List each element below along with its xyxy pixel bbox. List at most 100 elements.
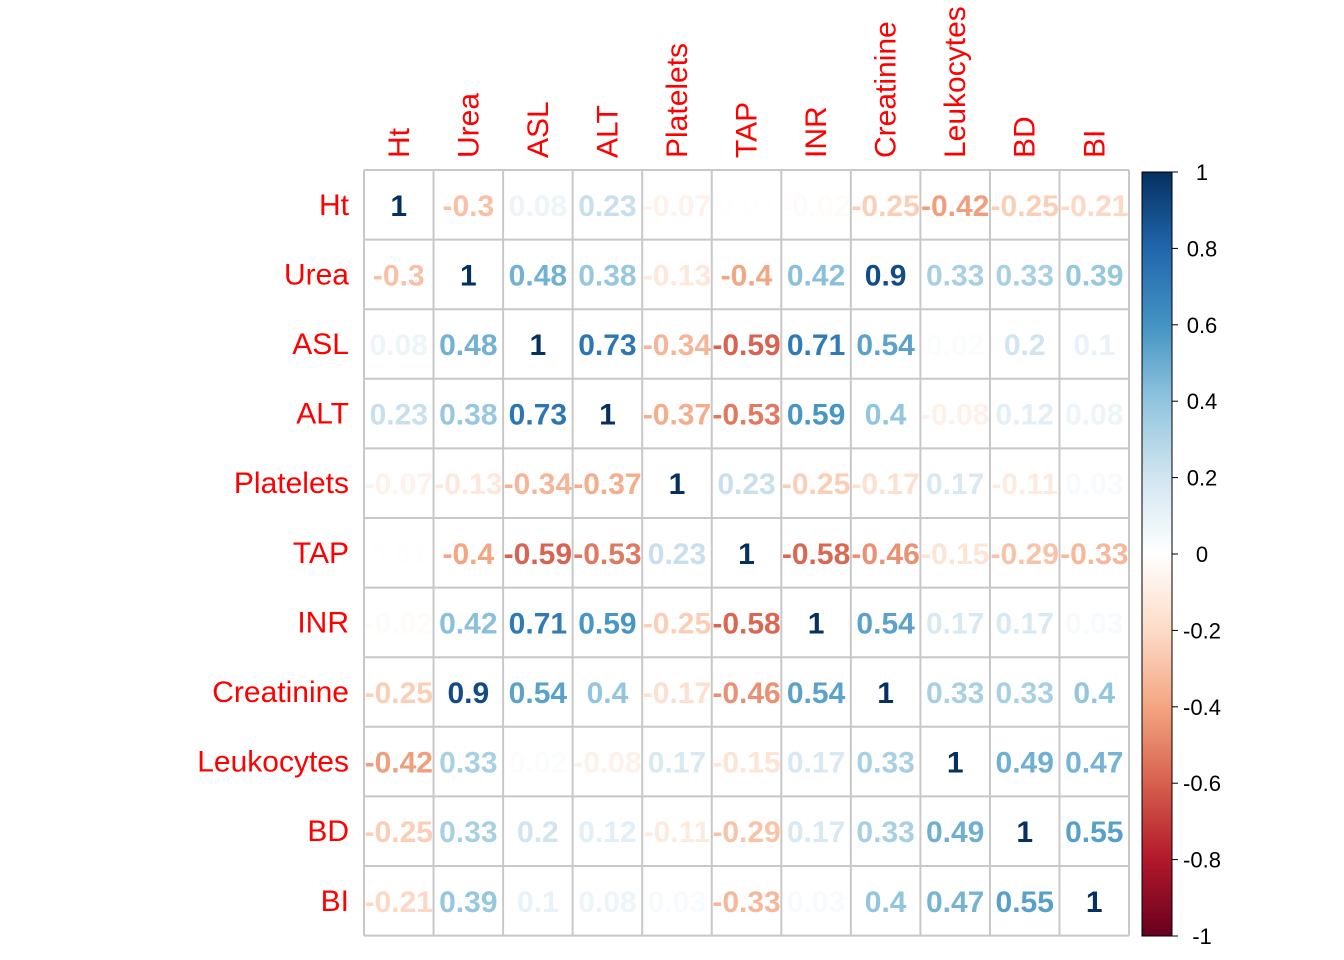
correlation-value: -0.11 [991,468,1058,501]
correlation-value: -0.08 [921,399,989,432]
correlation-value: -0.4 [721,259,773,292]
row-label: Platelets [234,467,349,500]
correlation-value: -0.07 [365,468,433,501]
correlation-value: -0.11 [644,816,711,849]
correlation-value: 0.59 [787,399,845,432]
correlation-value: 0.71 [509,607,567,640]
column-label: BD [1009,116,1042,158]
correlation-value: 0.02 [926,329,984,362]
correlation-value: 0.08 [509,190,567,223]
correlation-value: -0.15 [921,538,989,571]
correlation-value: -0.37 [643,399,711,432]
correlation-value: -0.02 [782,190,850,223]
colorbar-gradient [1141,171,1173,937]
correlation-value: 0.42 [787,259,845,292]
correlation-value: 1 [669,468,686,501]
correlation-value: -0.13 [434,468,502,501]
colorbar-tick-label: -1 [1192,924,1212,949]
correlation-value: 0.33 [996,677,1054,710]
row-label: TAP [293,537,349,570]
column-label: INR [800,106,833,158]
correlation-value: -0.13 [643,259,711,292]
correlation-value: 0.47 [926,886,984,919]
correlation-value: 0.03 [787,886,845,919]
correlation-value: -0.59 [712,329,780,362]
column-label: ALT [591,105,624,158]
correlation-value: 0.17 [996,607,1054,640]
correlation-value: 0.2 [1004,329,1046,362]
column-label: Platelets [661,43,694,158]
correlation-value: -0.15 [712,747,780,780]
colorbar-tick-label: -0.2 [1183,618,1221,643]
correlation-value: 1 [390,190,407,223]
correlation-value: 0.9 [447,677,489,710]
correlation-value: 0.49 [926,816,984,849]
correlation-value: 0.17 [648,747,706,780]
correlation-value: 0.23 [717,468,775,501]
correlation-value: 0.54 [509,677,568,710]
correlation-value: 0.54 [856,329,915,362]
column-label: BI [1078,130,1111,158]
column-label: TAP [731,102,764,158]
correlation-value: 0.33 [926,677,984,710]
row-label: Ht [319,189,350,222]
correlation-value: 0.48 [439,329,497,362]
correlation-value: 1 [460,259,477,292]
correlation-value: -0.21 [365,886,433,919]
correlation-value: 0.2 [517,816,559,849]
correlation-value: -0.25 [643,607,711,640]
correlation-value: 0.4 [865,886,907,919]
correlation-value: 0.33 [439,747,497,780]
correlation-value: 1 [1086,886,1103,919]
correlation-value: -0.33 [1060,538,1128,571]
correlation-value: 0.55 [996,886,1054,919]
correlation-value: -0.46 [712,677,780,710]
correlation-value: 0.03 [648,886,706,919]
correlation-value: 0.4 [1073,677,1115,710]
correlation-value: 0.1 [517,886,559,919]
correlation-value: 0.23 [370,399,428,432]
correlation-value: 0.55 [1065,816,1123,849]
correlation-value: 0.33 [856,816,914,849]
correlation-value: -0.02 [365,607,433,640]
correlation-value: 0.33 [926,259,984,292]
row-label: Creatinine [212,676,349,709]
correlation-value: 0.17 [787,747,845,780]
colorbar-tick-label: 0.8 [1187,236,1218,261]
column-label: Creatinine [870,21,903,158]
correlation-value: -0.34 [643,329,712,362]
colorbar-tick-label: -0.6 [1183,771,1221,796]
correlation-value: 0.01 [370,538,428,571]
correlation-value: 1 [1016,816,1033,849]
row-label: INR [297,606,349,639]
correlation-value: 0.03 [1065,468,1123,501]
correlation-value: -0.34 [504,468,573,501]
correlation-value: 0.73 [578,329,636,362]
correlation-value: 0.1 [1073,329,1115,362]
correlation-value: 0.49 [996,747,1054,780]
column-label: Ht [383,127,416,158]
correlation-value: -0.33 [712,886,780,919]
correlation-value: 0.54 [856,607,915,640]
correlation-value: 1 [599,399,616,432]
correlation-value: 1 [738,538,755,571]
correlation-value: 0.01 [717,190,775,223]
correlation-value: -0.25 [851,190,919,223]
colorbar-tick-label: -0.4 [1183,695,1221,720]
correlation-value: -0.3 [442,190,494,223]
correlation-values: 1 -0.3 0.08 0.23 -0.07 0.01 -0.02 -0.25 -0.42 -0.… [365,190,1129,919]
correlation-value: -0.08 [573,747,641,780]
correlation-value: -0.25 [365,816,433,849]
colorbar-tick-label: 1 [1196,160,1208,185]
column-label: ASL [522,101,555,158]
correlation-value: 0.4 [587,677,629,710]
correlation-value: -0.58 [782,538,850,571]
column-label: Leukocytes [939,6,972,158]
correlation-value: 0.17 [926,468,984,501]
colorbar-tick-label: 0.2 [1187,466,1218,491]
row-labels: Ht Urea ASL ALT Platelets TAP INR Creatinine Leu… [197,189,349,918]
row-label: BI [321,885,349,918]
correlation-value: 0.54 [787,677,846,710]
grid-lines [363,169,1131,937]
